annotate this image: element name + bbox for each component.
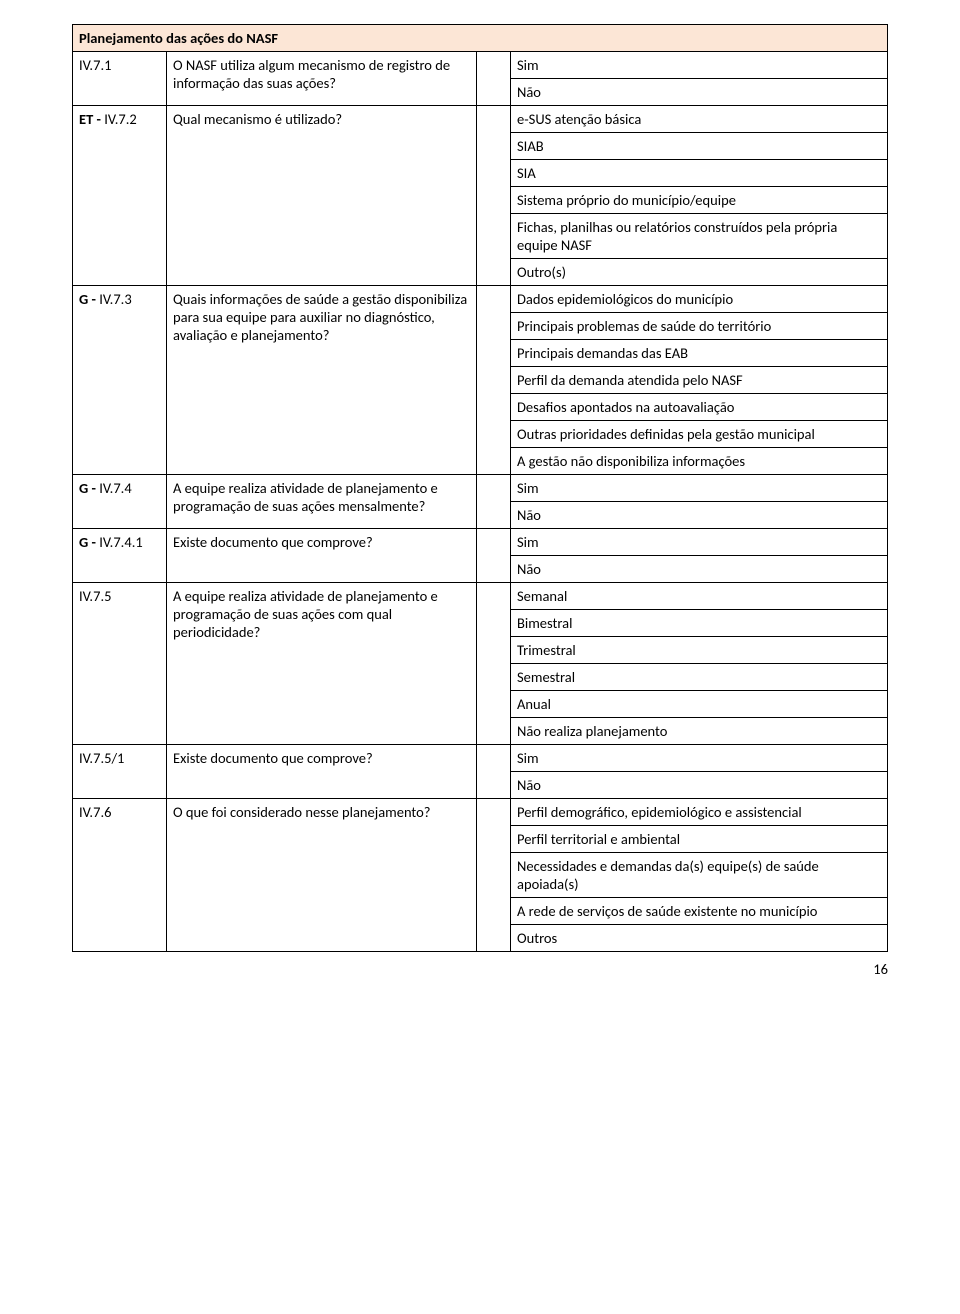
answer-option: Não [511, 772, 887, 798]
table-row: G - IV.7.3Quais informações de saúde a g… [73, 286, 887, 475]
answer-option: Sim [511, 529, 887, 556]
section-header: Planejamento das ações do NASF [73, 25, 887, 52]
answer-option: Dados epidemiológicos do município [511, 286, 887, 313]
answer-option: A rede de serviços de saúde existente no… [511, 898, 887, 925]
row-answers: Perfil demográfico, epidemiológico e ass… [511, 799, 887, 951]
table-row: ET - IV.7.2Qual mecanismo é utilizado?e-… [73, 106, 887, 286]
table-row: G - IV.7.4.1Existe documento que comprov… [73, 529, 887, 583]
row-question: A equipe realiza atividade de planejamen… [167, 475, 477, 528]
answer-option: SIAB [511, 133, 887, 160]
answer-option: Sim [511, 745, 887, 772]
row-gap [477, 106, 511, 285]
answer-option: Principais problemas de saúde do territó… [511, 313, 887, 340]
answer-option: Anual [511, 691, 887, 718]
row-question: Quais informações de saúde a gestão disp… [167, 286, 477, 474]
answer-option: Desafios apontados na autoavaliação [511, 394, 887, 421]
answer-option: Sim [511, 52, 887, 79]
row-question: Existe documento que comprove? [167, 745, 477, 798]
answer-option: Não [511, 502, 887, 528]
row-answers: SimNão [511, 52, 887, 105]
answer-option: Perfil territorial e ambiental [511, 826, 887, 853]
answer-option: Principais demandas das EAB [511, 340, 887, 367]
row-answers: Dados epidemiológicos do municípioPrinci… [511, 286, 887, 474]
row-gap [477, 583, 511, 744]
row-answers: SimNão [511, 745, 887, 798]
row-code: IV.7.6 [73, 799, 167, 951]
answer-option: SIA [511, 160, 887, 187]
answer-option: Sim [511, 475, 887, 502]
answer-option: Outros [511, 925, 887, 951]
row-gap [477, 286, 511, 474]
answer-option: Trimestral [511, 637, 887, 664]
row-question: O que foi considerado nesse planejamento… [167, 799, 477, 951]
row-code: G - IV.7.4.1 [73, 529, 167, 582]
table-row: IV.7.5A equipe realiza atividade de plan… [73, 583, 887, 745]
answer-option: Outro(s) [511, 259, 887, 285]
table-row: IV.7.5/1Existe documento que comprove? Si… [73, 745, 887, 799]
table-row: IV.7.1O NASF utiliza algum mecanismo de … [73, 52, 887, 106]
row-code: G - IV.7.4 [73, 475, 167, 528]
row-code: G - IV.7.3 [73, 286, 167, 474]
answer-option: Não [511, 556, 887, 582]
row-code: ET - IV.7.2 [73, 106, 167, 285]
row-code: IV.7.5/1 [73, 745, 167, 798]
page-number: 16 [72, 952, 888, 978]
table-row: IV.7.6O que foi considerado nesse planej… [73, 799, 887, 951]
answer-option: Sistema próprio do município/equipe [511, 187, 887, 214]
row-gap [477, 52, 511, 105]
row-question: Qual mecanismo é utilizado? [167, 106, 477, 285]
answer-option: Perfil da demanda atendida pelo NASF [511, 367, 887, 394]
answer-option: Bimestral [511, 610, 887, 637]
row-question: A equipe realiza atividade de planejamen… [167, 583, 477, 744]
row-answers: SemanalBimestralTrimestralSemestralAnual… [511, 583, 887, 744]
row-answers: SimNão [511, 529, 887, 582]
answer-option: Necessidades e demandas da(s) equipe(s) … [511, 853, 887, 898]
table-row: G - IV.7.4A equipe realiza atividade de … [73, 475, 887, 529]
answer-option: Outras prioridades definidas pela gestão… [511, 421, 887, 448]
answer-option: e-SUS atenção básica [511, 106, 887, 133]
answer-option: Fichas, planilhas ou relatórios construí… [511, 214, 887, 259]
answer-option: Não [511, 79, 887, 105]
row-code: IV.7.1 [73, 52, 167, 105]
row-question: Existe documento que comprove? [167, 529, 477, 582]
row-gap [477, 475, 511, 528]
row-code: IV.7.5 [73, 583, 167, 744]
answer-option: Semestral [511, 664, 887, 691]
row-question: O NASF utiliza algum mecanismo de regist… [167, 52, 477, 105]
questionnaire-table: Planejamento das ações do NASF IV.7.1O N… [72, 24, 888, 952]
row-gap [477, 745, 511, 798]
row-gap [477, 799, 511, 951]
answer-option: Semanal [511, 583, 887, 610]
row-answers: e-SUS atenção básicaSIABSIASistema própr… [511, 106, 887, 285]
row-answers: SimNão [511, 475, 887, 528]
answer-option: Não realiza planejamento [511, 718, 887, 744]
answer-option: A gestão não disponibiliza informações [511, 448, 887, 474]
rows-container: IV.7.1O NASF utiliza algum mecanismo de … [73, 52, 887, 951]
page: Planejamento das ações do NASF IV.7.1O N… [0, 0, 960, 1002]
answer-option: Perfil demográfico, epidemiológico e ass… [511, 799, 887, 826]
row-gap [477, 529, 511, 582]
